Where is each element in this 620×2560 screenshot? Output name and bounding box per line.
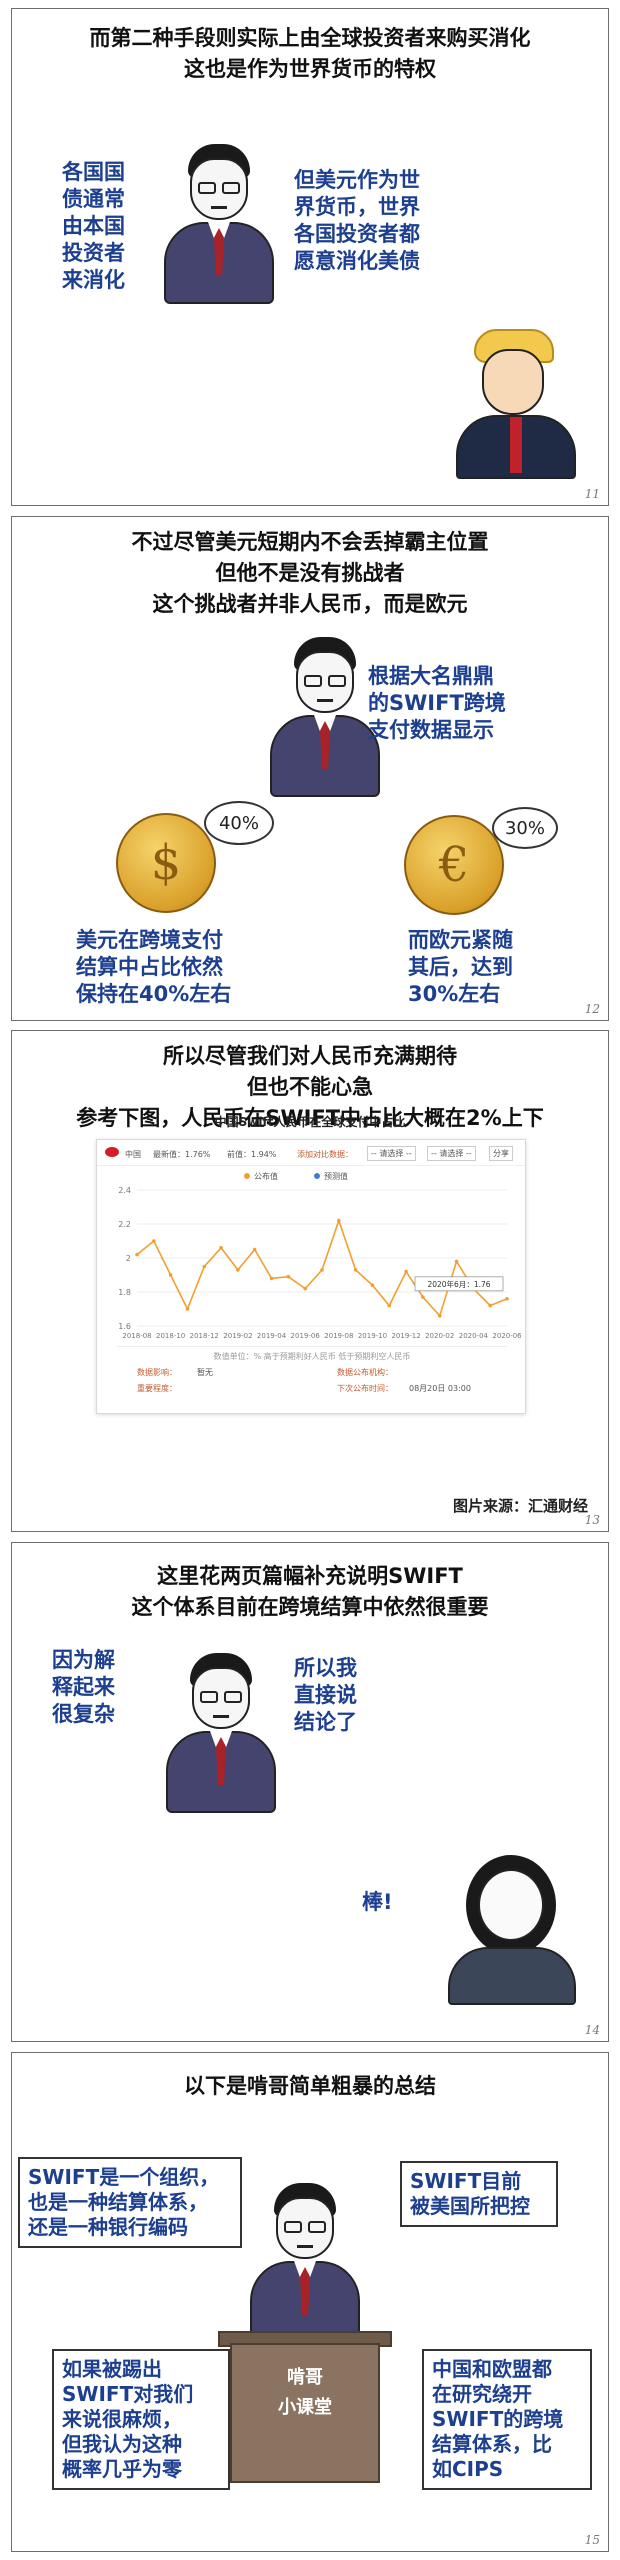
y-tick-label: 1.8 bbox=[118, 1288, 131, 1297]
chart-title: 中国Swift人民币在全球支付中占比 bbox=[214, 1115, 406, 1129]
legend-label: 公布值 bbox=[254, 1171, 278, 1181]
y-tick-label: 2.4 bbox=[118, 1186, 131, 1195]
x-tick-label: 2019-04 bbox=[257, 1332, 287, 1340]
left-caption: 各国国 债通常 由本国 投资者 来消化 bbox=[62, 160, 125, 292]
x-tick-label: 2019-08 bbox=[324, 1332, 353, 1340]
percent-bubble: 40% bbox=[204, 801, 274, 845]
right-caption: 根据大名鼎鼎 的SWIFT跨境 支付数据显示 bbox=[368, 664, 506, 742]
data-point bbox=[286, 1274, 291, 1279]
x-tick-label: 2020-04 bbox=[459, 1332, 489, 1340]
data-point bbox=[454, 1259, 459, 1264]
right-caption: 但美元作为世 界货币，世界 各国投资者都 愿意消化美债 bbox=[294, 168, 420, 273]
x-tick-label: 2020-02 bbox=[425, 1332, 454, 1340]
woman-character bbox=[432, 1855, 592, 2005]
right-caption: 所以我 直接说 结论了 bbox=[294, 1656, 357, 1734]
data-point bbox=[252, 1247, 257, 1252]
euro-caption: 而欧元紧随 其后，达到 30%左右 bbox=[408, 928, 513, 1006]
chart-header: 中国 最新值：1.76% 前值：1.94% 添加对比数据： -- 请选择 -- … bbox=[97, 1140, 525, 1166]
data-point bbox=[168, 1273, 173, 1277]
x-tick-label: 2019-06 bbox=[291, 1332, 321, 1340]
data-point bbox=[236, 1268, 240, 1272]
man-character bbox=[260, 637, 390, 797]
legend-marker bbox=[244, 1173, 250, 1179]
compare-select-a[interactable]: -- 请选择 -- bbox=[367, 1146, 416, 1161]
comic-panel-11: 而第二种手段则实际上由全球投资者来购买消化 这也是作为世界货币的特权 各国国 债通… bbox=[11, 8, 609, 506]
x-tick-label: 2019-02 bbox=[223, 1332, 252, 1340]
data-point bbox=[437, 1314, 442, 1318]
legend-marker bbox=[314, 1173, 320, 1179]
data-point bbox=[152, 1239, 156, 1243]
y-tick-label: 2 bbox=[126, 1254, 131, 1263]
comic-panel-14: 这里花两页篇幅补充说明SWIFT 这个体系目前在跨境结算中依然很重要 因为解 释起… bbox=[11, 1542, 609, 2042]
summary-box-cips: 中国和欧盟都 在研究绕开 SWIFT的跨境 结算体系，比 如CIPS bbox=[422, 2349, 592, 2490]
data-point bbox=[269, 1276, 274, 1281]
share-button[interactable]: 分享 bbox=[489, 1146, 513, 1161]
comic-panel-15: 以下是啃哥简单粗暴的总结 SWIFT是一个组织， 也是一种结算体系， 还是一种银行编… bbox=[11, 2052, 609, 2552]
x-tick-label: 2018-10 bbox=[156, 1332, 185, 1340]
data-point bbox=[387, 1303, 392, 1308]
data-point bbox=[488, 1303, 492, 1308]
data-point bbox=[135, 1252, 139, 1257]
summary-box-organization: SWIFT是一个组织， 也是一种结算体系， 还是一种银行编码 bbox=[18, 2157, 242, 2248]
panel-title: 这里花两页篇幅补充说明SWIFT 这个体系目前在跨境结算中依然很重要 bbox=[131, 1564, 489, 1619]
summary-box-risk: 如果被踢出 SWIFT对我们 来说很麻烦， 但我认为这种 概率几乎为零 bbox=[52, 2349, 230, 2490]
y-tick-label: 2.2 bbox=[118, 1220, 131, 1229]
comic-panel-13: 所以尽管我们对人民币充满期待 但也不能心急 参考下图，人民币在SWIFT中占比大… bbox=[11, 1030, 609, 1532]
summary-box-control: SWIFT目前 被美国所把控 bbox=[400, 2161, 558, 2227]
panel-title: 所以尽管我们对人民币充满期待 但也不能心急 参考下图，人民币在SWIFT中占比大… bbox=[76, 1044, 544, 1130]
page-number: 15 bbox=[584, 2533, 600, 2547]
y-tick-label: 1.6 bbox=[118, 1322, 131, 1331]
comic-panel-12: 不过尽管美元短期内不会丢掉霸主位置 但他不是没有挑战者 这个挑战者并非人民币，而… bbox=[11, 516, 609, 1021]
tooltip-box bbox=[414, 1276, 504, 1292]
euro-coin-icon: € bbox=[404, 815, 504, 915]
data-point bbox=[353, 1268, 358, 1272]
image-source: 图片来源：汇通财经 bbox=[452, 1497, 588, 1515]
page-number: 11 bbox=[584, 487, 600, 501]
percent-bubble: 30% bbox=[492, 807, 558, 849]
podium bbox=[230, 2343, 380, 2483]
x-tick-label: 2019-12 bbox=[391, 1332, 420, 1340]
chart-card: 中国 最新值：1.76% 前值：1.94% 添加对比数据： -- 请选择 -- … bbox=[96, 1139, 526, 1414]
panel-title: 以下是啃哥简单粗暴的总结 bbox=[184, 2074, 436, 2098]
china-flag-icon bbox=[105, 1147, 119, 1157]
data-point bbox=[421, 1295, 425, 1299]
tooltip-label: 2020年6月：1.76 bbox=[427, 1279, 490, 1289]
trump-character bbox=[448, 329, 588, 479]
man-character bbox=[156, 1653, 286, 1813]
dollar-caption: 美元在跨境支付 结算中占比依然 保持在40%左右 bbox=[76, 928, 232, 1006]
data-point bbox=[219, 1246, 223, 1250]
page-number: 14 bbox=[584, 2023, 600, 2037]
page-number: 12 bbox=[584, 1002, 600, 1016]
x-tick-label: 2018-12 bbox=[190, 1332, 219, 1340]
data-point bbox=[505, 1297, 509, 1301]
man-character bbox=[154, 144, 284, 304]
woman-caption: 棒! bbox=[362, 1890, 393, 1914]
legend-label: 预测值 bbox=[324, 1171, 348, 1181]
data-point bbox=[303, 1286, 307, 1291]
chart-footer: 数值单位：% 高于预期利好人民币 低于预期利空人民币 数据影响： 暂无 数据公布… bbox=[117, 1346, 507, 1404]
left-caption: 因为解 释起来 很复杂 bbox=[52, 1648, 115, 1726]
page-number: 13 bbox=[584, 1513, 600, 1527]
data-point bbox=[337, 1218, 341, 1223]
dollar-coin-icon: $ bbox=[116, 813, 216, 913]
panel-title: 而第二种手段则实际上由全球投资者来购买消化 这也是作为世界货币的特权 bbox=[89, 26, 531, 81]
podium-label: 啃哥 小课堂 bbox=[278, 2367, 332, 2418]
line-chart: 公布值 预测值 1.6 1.8 2 2.2 2.4 2018-08 2018-10 2018-12… bbox=[118, 1171, 522, 1340]
data-point bbox=[370, 1283, 375, 1287]
data-point bbox=[202, 1264, 207, 1269]
x-tick-label: 2020-06 bbox=[492, 1332, 522, 1340]
x-tick-label: 2018-08 bbox=[122, 1332, 151, 1340]
data-point bbox=[185, 1307, 190, 1311]
man-character bbox=[240, 2183, 370, 2343]
data-point bbox=[404, 1269, 408, 1274]
panel-title: 不过尽管美元短期内不会丢掉霸主位置 但他不是没有挑战者 这个挑战者并非人民币，而… bbox=[131, 530, 489, 616]
x-tick-label: 2019-10 bbox=[358, 1332, 387, 1340]
compare-select-b[interactable]: -- 请选择 -- bbox=[427, 1146, 476, 1161]
data-point bbox=[320, 1268, 324, 1272]
